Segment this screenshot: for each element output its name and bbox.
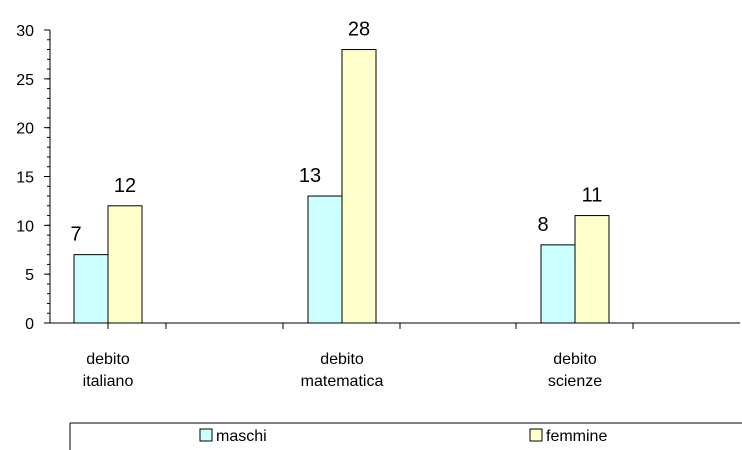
category-label-line: debito [553, 351, 597, 368]
category-label-line: debito [320, 351, 364, 368]
bar-maschi [540, 244, 576, 324]
bar-maschi [73, 254, 109, 324]
data-label-maschi: 7 [70, 224, 81, 246]
legend-swatch-maschi [199, 428, 213, 442]
y-tick-label: 15 [16, 170, 34, 187]
data-labels: 7 12 13 28 8 11 [70, 19, 602, 246]
y-tick-label: 20 [16, 121, 34, 138]
category-labels: debito italiano debito matematica debito scie… [83, 351, 603, 390]
y-tick-label: 10 [16, 218, 34, 235]
bar-femmine [107, 205, 143, 324]
data-label-femmine: 28 [348, 19, 370, 41]
data-label-maschi: 13 [299, 165, 321, 187]
data-label-femmine: 11 [582, 185, 603, 207]
x-axis [50, 322, 740, 329]
legend-label-femmine: femmine [546, 428, 607, 445]
bar-femmine [574, 215, 610, 324]
category-label: debito matematica [301, 351, 384, 390]
bar-maschi [307, 195, 343, 324]
category-label-line: matematica [301, 373, 384, 390]
category-label-line: italiano [83, 373, 134, 390]
y-tick-label: 5 [25, 267, 34, 284]
legend-label-maschi: maschi [216, 428, 267, 445]
category-label-line: debito [86, 351, 130, 368]
bar-femmine [341, 49, 377, 324]
data-label-femmine: 12 [114, 175, 136, 197]
y-tick-label: 25 [16, 72, 34, 89]
category-label: debito italiano [83, 351, 134, 390]
data-label-maschi: 8 [537, 214, 548, 236]
legend-swatch-femmine [529, 428, 543, 442]
category-label-line: scienze [548, 373, 602, 390]
y-axis: 0 5 10 15 20 25 30 [16, 23, 51, 333]
y-tick-label: 30 [16, 23, 34, 40]
legend: maschi femmine [69, 422, 742, 450]
y-tick-label: 0 [25, 316, 34, 333]
bars [73, 49, 610, 324]
category-label: debito scienze [548, 351, 602, 390]
